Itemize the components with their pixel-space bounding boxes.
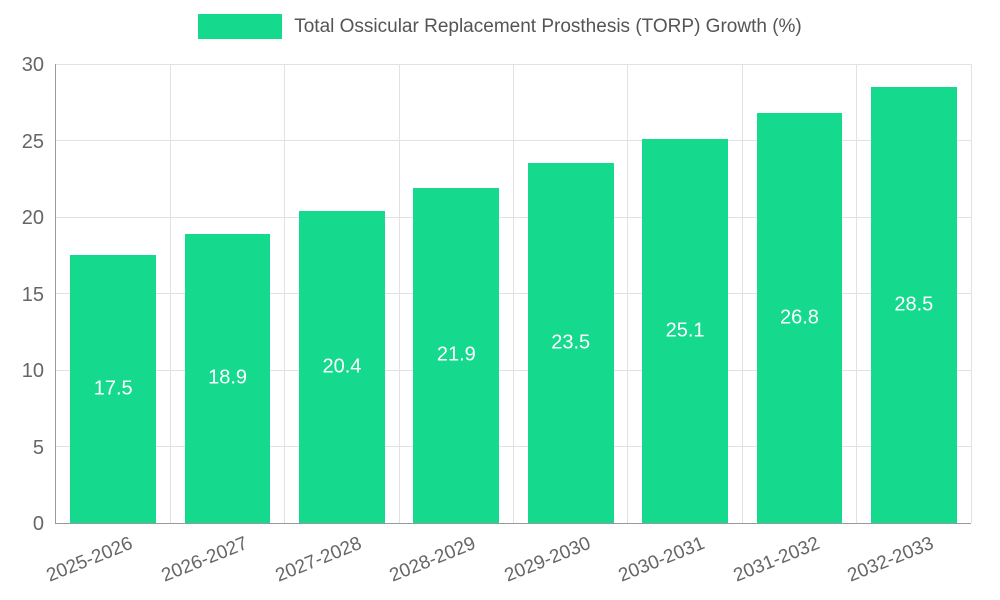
gridline-vertical (284, 64, 286, 523)
bar-value-label: 21.9 (436, 343, 476, 366)
bar[interactable]: 21.9 (413, 187, 500, 523)
gridline-vertical (398, 64, 400, 523)
bar[interactable]: 25.1 (642, 138, 728, 523)
legend-label: Total Ossicular Replacement Prosthesis (… (294, 15, 802, 37)
x-axis-label: 2032-2033 (844, 533, 937, 587)
chart-legend[interactable]: Total Ossicular Replacement Prosthesis (… (0, 14, 1000, 39)
y-axis-tick-label: 30 (21, 54, 44, 76)
bar-value-label: 23.5 (551, 331, 591, 354)
bar-value-label: 25.1 (665, 319, 705, 342)
bar-value-label: 17.5 (93, 377, 133, 400)
x-axis-label: 2027-2028 (272, 533, 365, 587)
bar[interactable]: 23.5 (527, 163, 614, 523)
bar-value-label: 20.4 (322, 355, 362, 378)
legend-swatch (198, 14, 283, 39)
bar-value-label: 28.5 (894, 293, 934, 316)
gridline-vertical (741, 64, 743, 523)
gridline-vertical (169, 64, 171, 523)
x-axis-label: 2030-2031 (615, 533, 708, 587)
x-axis-label: 2025-2026 (43, 533, 137, 587)
y-axis-tick-label: 20 (21, 207, 44, 229)
y-axis-tick-label: 0 (32, 513, 44, 535)
gridline-vertical (856, 64, 858, 523)
x-axis-label: 2031-2032 (730, 533, 823, 587)
gridline-vertical (627, 64, 629, 523)
y-axis-tick-label: 15 (21, 283, 44, 306)
x-axis-label: 2028-2029 (387, 533, 480, 587)
x-axis-label: 2029-2030 (501, 533, 594, 587)
bar[interactable]: 28.5 (870, 86, 957, 523)
x-axis-label: 2026-2027 (158, 533, 251, 587)
gridline-vertical (970, 64, 972, 523)
y-axis-tick-label: 25 (21, 130, 44, 153)
bar[interactable]: 18.9 (184, 233, 271, 523)
bar-value-label: 18.9 (208, 366, 248, 389)
bar[interactable]: 17.5 (70, 255, 157, 523)
bar[interactable]: 20.4 (299, 210, 385, 523)
bar[interactable]: 26.8 (756, 112, 843, 523)
bar-value-label: 26.8 (779, 306, 819, 329)
y-axis-tick-label: 10 (21, 360, 44, 382)
y-axis-tick-label: 5 (32, 436, 44, 459)
gridline-vertical (513, 64, 514, 523)
plot-area: 17.5 18.9 20.4 21.9 23.5 25.1 26.8 28.5 (55, 63, 972, 524)
